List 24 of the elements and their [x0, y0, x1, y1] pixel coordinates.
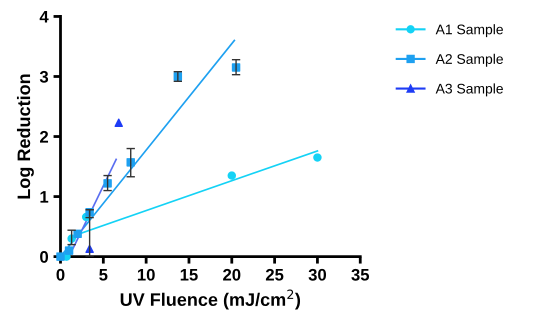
point [114, 118, 123, 127]
x-tick-label: 15 [180, 269, 198, 281]
y-tick-label: 3 [40, 70, 48, 83]
x-tick-label: 30 [308, 268, 326, 281]
legend-label: A2 Sample [436, 54, 503, 67]
legend-label: A3 Sample [436, 83, 503, 96]
point [56, 252, 65, 261]
point [73, 230, 82, 238]
x-tick-label: 35 [351, 268, 370, 281]
x-tick-label: 5 [99, 269, 108, 281]
point [313, 153, 322, 162]
x-axis-title: UV Fluence (mJ/cm$^{2}$) [120, 290, 300, 310]
point [228, 171, 236, 180]
point [64, 246, 74, 255]
y-tick-label: 1 [40, 191, 48, 203]
x-tick-label: 0 [56, 268, 64, 281]
legend-label: A1 Sample [436, 24, 503, 38]
x-tick-label: 25 [266, 268, 284, 281]
y-axis-title: Log Reduction [16, 74, 34, 199]
x-tick-label: 10 [138, 268, 155, 281]
y-tick-label: 0 [40, 251, 48, 263]
y-tick-label: 4 [40, 11, 49, 22]
x-tick-label: 20 [223, 268, 240, 281]
y-tick-label: 2 [40, 130, 48, 143]
